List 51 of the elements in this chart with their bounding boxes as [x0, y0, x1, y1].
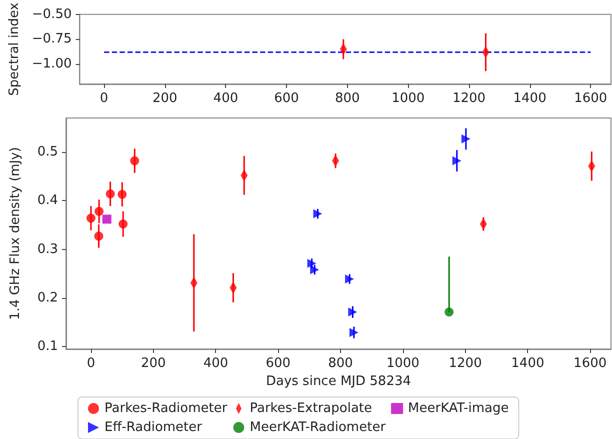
- x-tick-label: 1400: [511, 356, 544, 371]
- point: [348, 308, 358, 317]
- x-tick-label: 200: [140, 356, 166, 371]
- y-tick-label: 0.2: [37, 290, 58, 306]
- x-tick-label: 400: [203, 356, 228, 371]
- y-axis-title: Spectral index: [7, 2, 22, 96]
- x-tick-label: 600: [266, 356, 291, 371]
- x-tick-label: 800: [334, 91, 360, 106]
- point: [102, 214, 112, 224]
- legend-label: MeerKAT-image: [408, 401, 509, 416]
- legend-label: Parkes-Extrapolate: [250, 401, 372, 416]
- point: [118, 190, 127, 199]
- x-tick-label: 1400: [513, 91, 546, 106]
- point: [313, 209, 322, 218]
- y-tick-label: −0.75: [32, 32, 72, 47]
- x-tick-label: 1000: [386, 356, 420, 371]
- x-tick-label: 200: [152, 91, 178, 106]
- x-tick-label: 1600: [574, 356, 607, 371]
- point: [307, 258, 316, 268]
- point: [118, 220, 128, 229]
- x-tick-label: 1200: [448, 356, 482, 371]
- y-tick-label: 0.5: [37, 144, 58, 160]
- point: [345, 274, 354, 284]
- legend-label: Eff-Radiometer: [104, 420, 203, 435]
- y-tick-label: −0.50: [32, 6, 72, 22]
- x-tick-label: 1200: [452, 91, 486, 106]
- point: [86, 214, 96, 223]
- y-tick-label: 0.4: [37, 193, 58, 208]
- point: [349, 328, 358, 337]
- x-tick-label: 400: [213, 91, 238, 106]
- point: [94, 206, 104, 216]
- x-tick-label: 800: [328, 356, 353, 371]
- legend-label: MeerKAT-Radiometer: [250, 420, 386, 435]
- x-tick-label: 0: [100, 91, 108, 106]
- x-tick-label: 0: [86, 356, 96, 371]
- point: [461, 134, 470, 144]
- y-axis-title: 1.4 GHz Flux density (mJy): [8, 147, 23, 320]
- y-tick-label: 0.1: [37, 339, 58, 354]
- x-tick-label: 600: [274, 91, 299, 106]
- point: [452, 156, 462, 166]
- legend-label: Parkes-Radiometer: [104, 401, 228, 416]
- point: [106, 189, 115, 198]
- y-tick-label: 0.3: [37, 242, 58, 257]
- x-axis-title: Days since MJD 58234: [266, 374, 412, 389]
- point: [94, 232, 104, 241]
- x-tick-label: 1000: [392, 91, 425, 106]
- point: [130, 156, 140, 166]
- point: [310, 265, 320, 274]
- x-tick-label: 1600: [574, 91, 608, 106]
- y-tick-label: −1.00: [32, 56, 72, 72]
- point: [444, 308, 454, 317]
